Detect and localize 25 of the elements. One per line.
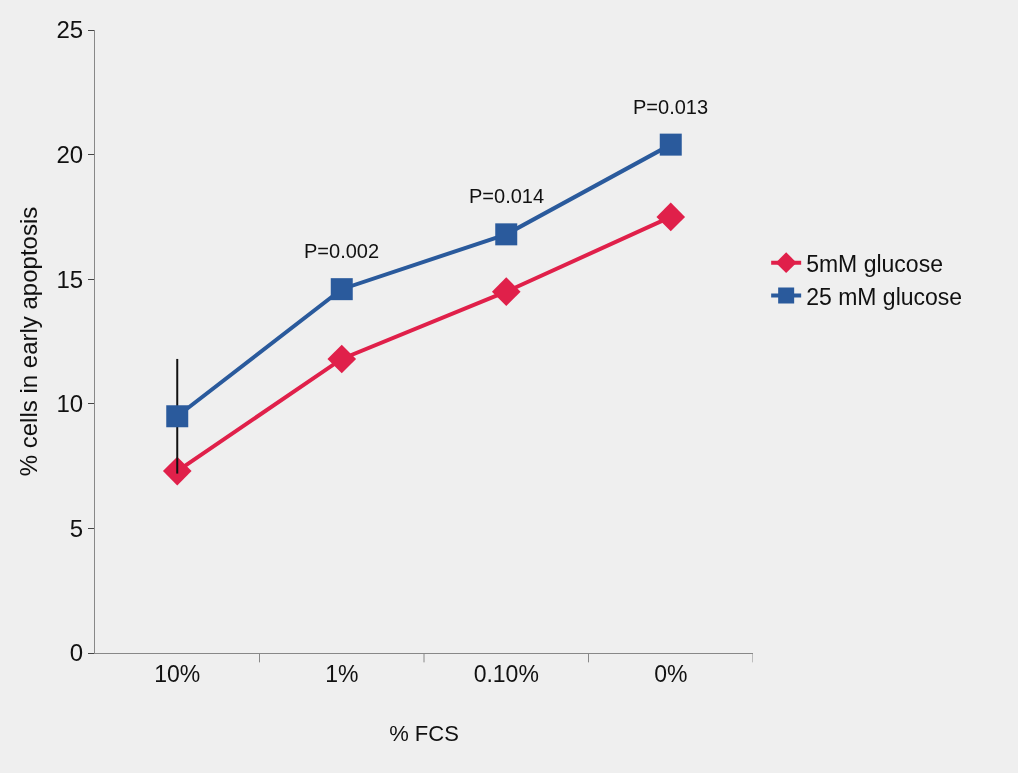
legend-label: 5mM glucose [806,250,943,277]
y-tick-label: 5 [69,514,84,542]
y-tick-label: 20 [56,141,84,168]
point [166,405,189,428]
point [327,344,357,374]
annotation: P=0.013 [633,96,709,118]
x-tick-label: 0% [654,660,688,687]
y-tick-label: 0 [69,639,84,667]
point [162,456,192,486]
point [330,278,353,301]
x-axis-title: % FCS [389,721,459,747]
x-tick-label: 10% [154,660,201,687]
y-tick-label: 10 [56,390,84,418]
x-tick-label: 1% [325,660,359,687]
y-tick-label: 25 [56,16,84,44]
y-tick-label: 15 [56,265,84,293]
point [656,202,686,232]
x-tick-label: 0.10% [473,660,539,687]
point [659,133,682,156]
point [491,277,521,306]
annotation: P=0.002 [304,240,380,262]
y-axis-title: % cells in early apoptosis [15,206,42,477]
point [495,223,518,246]
legend-label: 25 mM glucose [806,283,963,310]
annotation: P=0.014 [469,185,545,207]
